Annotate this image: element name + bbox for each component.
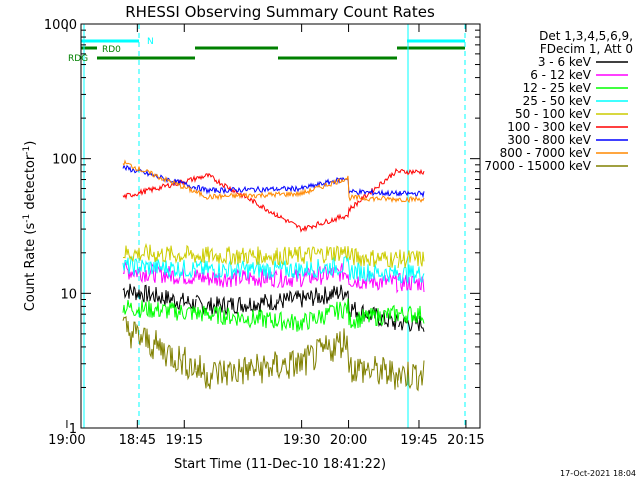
- series-7-segment-2: [276, 175, 399, 204]
- series-1-segment-0: [122, 261, 197, 285]
- legend-label-3: 25 - 50 keV: [523, 94, 592, 108]
- series-3: [122, 255, 425, 285]
- x-tick-label-3: 19:30: [283, 433, 320, 448]
- series-2-segment-0: [122, 299, 197, 321]
- series-7: [122, 159, 425, 204]
- series-4-segment-2: [276, 245, 399, 268]
- y-axis: 1 10 100 1000: [44, 18, 480, 437]
- series-2-segment-2: [276, 298, 399, 332]
- chart-title: RHESSI Observing Summary Count Rates: [125, 3, 435, 21]
- y-axis-label: Count Rate (s-1 detector-1): [22, 141, 38, 312]
- legend-header-line2: FDecim 1, Att 0: [540, 42, 633, 56]
- state-label-n: N: [147, 37, 154, 47]
- footer-timestamp: 17-Oct-2021 18:04: [560, 469, 636, 478]
- series-5-segment-3: [397, 168, 425, 176]
- x-tick-label-1: 19:00: [48, 433, 85, 448]
- series-6-segment-1: [195, 184, 278, 195]
- y-tick-label-2: 100: [52, 153, 77, 168]
- legend-label-6: 300 - 800 keV: [507, 133, 591, 147]
- series-2: [122, 298, 425, 332]
- x-axis-label: Start Time (11-Dec-10 18:41:22): [174, 457, 386, 472]
- series-1-segment-3: [397, 273, 425, 293]
- series-4: [122, 242, 425, 269]
- series-6-segment-3: [397, 190, 425, 199]
- series-1-segment-2: [276, 263, 399, 294]
- series-8-segment-0: [122, 315, 197, 381]
- legend-label-5: 100 - 300 keV: [507, 120, 591, 134]
- series-7-segment-0: [122, 159, 197, 194]
- x-tick-label-5: 20:00: [330, 433, 367, 448]
- x-tick-label-2: 19:15: [166, 433, 203, 448]
- series-8-segment-3: [397, 360, 425, 392]
- series-1-segment-1: [195, 268, 278, 288]
- legend-label-1: 6 - 12 keV: [530, 68, 592, 82]
- x-tick-label-4: 19:45: [400, 433, 437, 448]
- series-3-segment-0: [122, 255, 197, 279]
- series-4-segment-3: [397, 249, 425, 269]
- series-5-segment-2: [276, 167, 399, 233]
- y-tick-label-0: 1: [69, 422, 77, 437]
- y-tick-label-3: 1000: [44, 18, 77, 33]
- series-1: [122, 261, 425, 294]
- legend-label-7: 800 - 7000 keV: [500, 146, 592, 160]
- legend-label-0: 3 - 6 keV: [538, 55, 592, 69]
- series-6-segment-2: [276, 176, 399, 197]
- series-8: [122, 315, 425, 392]
- series-4-segment-1: [195, 246, 278, 266]
- series-7-segment-3: [397, 195, 425, 204]
- series-8-segment-2: [276, 328, 399, 390]
- x-tick-label-0: 18:45: [119, 433, 156, 448]
- series-2-segment-1: [195, 305, 278, 329]
- series-0-segment-0: [122, 283, 197, 311]
- legend-header-line1: Det 1,3,4,5,6,9,: [539, 29, 633, 43]
- series-0-segment-3: [398, 315, 425, 333]
- legend-label-2: 12 - 25 keV: [523, 81, 592, 95]
- series-8-segment-1: [195, 351, 278, 390]
- series-4-segment-0: [122, 242, 197, 264]
- legend: Det 1,3,4,5,6,9, FDecim 1, Att 0 3 - 6 k…: [484, 29, 633, 173]
- legend-label-4: 50 - 100 keV: [515, 107, 592, 121]
- plot-frame: [80, 23, 481, 429]
- series-3-segment-3: [397, 264, 425, 285]
- y-tick-label-1: 10: [60, 287, 77, 302]
- series-0-segment-1: [195, 293, 278, 316]
- series-3-segment-1: [195, 259, 278, 280]
- legend-label-8: 7000 - 15000 keV: [484, 159, 591, 173]
- series-2-segment-3: [397, 305, 425, 324]
- x-axis: 18:45 19:00 19:15 19:30 19:45 20:00 20:15: [48, 24, 485, 448]
- x-tick-label-6: 20:15: [447, 433, 484, 448]
- state-label-rd0: RD0: [102, 45, 121, 55]
- state-label-rdg: RDG: [68, 54, 88, 64]
- series-3-segment-2: [276, 255, 399, 283]
- series-7-segment-1: [195, 189, 278, 201]
